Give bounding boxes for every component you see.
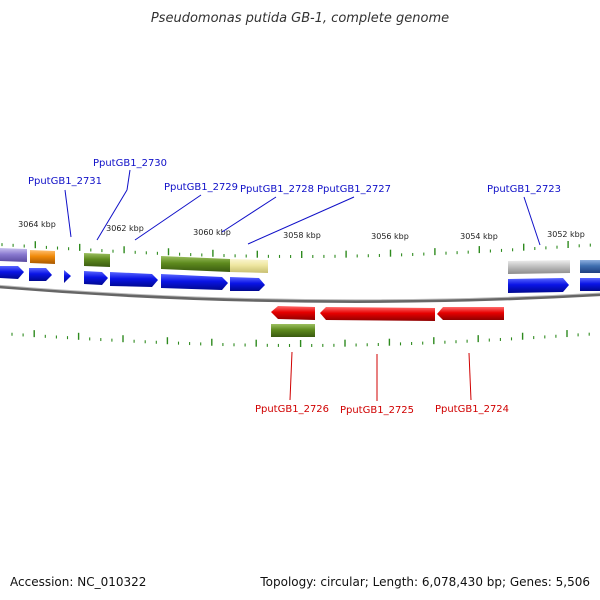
cds-reverse-arrow[interactable] (437, 307, 504, 320)
cds-forward-arrow[interactable] (64, 270, 71, 283)
gene-label-pputgb1-2726[interactable]: PputGB1_2726 (255, 404, 329, 415)
genome-backbone-highlight (0, 284, 600, 301)
cds-forward-arrow[interactable] (110, 272, 158, 287)
reverse-gene-labels: PputGB1_2726 PputGB1_2725 PputGB1_2724 (255, 351, 509, 416)
label-leader-line (134, 194, 202, 241)
cds-reverse-arrow[interactable] (320, 307, 435, 321)
forward-gene-labels: PputGB1_2731 PputGB1_2730 PputGB1_2729 P… (28, 158, 561, 246)
label-leader-line (247, 196, 355, 245)
forward-cds-track (0, 266, 600, 293)
accession-text: Accession: NC_010322 (10, 575, 146, 589)
label-leader-line (221, 196, 277, 233)
gene-feature-purple[interactable] (0, 248, 27, 262)
cds-forward-arrow[interactable] (580, 278, 600, 291)
gene-label-pputgb1-2723[interactable]: PputGB1_2723 (487, 184, 561, 195)
cds-forward-arrow[interactable] (230, 277, 265, 291)
scale-label: 3060 kbp (193, 228, 231, 237)
genome-backbone (0, 285, 600, 303)
scale-label: 3054 kbp (460, 232, 498, 241)
cds-forward-arrow[interactable] (29, 268, 52, 281)
label-leader-line (523, 196, 541, 246)
cds-forward-arrow[interactable] (508, 278, 569, 293)
label-leader-line (468, 352, 472, 401)
forward-feature-track (0, 248, 600, 274)
scale-label: 3052 kbp (547, 230, 585, 239)
label-leader-line (96, 189, 128, 241)
gene-label-pputgb1-2730[interactable]: PputGB1_2730 (93, 158, 167, 169)
gene-label-pputgb1-2731[interactable]: PputGB1_2731 (28, 176, 102, 187)
gene-label-pputgb1-2728[interactable]: PputGB1_2728 (240, 184, 314, 195)
reverse-cds-track (271, 306, 504, 321)
gene-feature-gray[interactable] (508, 260, 570, 274)
gene-feature-olive[interactable] (161, 256, 230, 272)
gene-feature-olive[interactable] (84, 253, 110, 267)
gene-label-pputgb1-2724[interactable]: PputGB1_2724 (435, 404, 509, 415)
scale-label: 3056 kbp (371, 232, 409, 241)
cds-reverse-arrow[interactable] (271, 306, 315, 320)
topology-summary-text: Topology: circular; Length: 6,078,430 bp… (259, 575, 590, 589)
gene-feature-steelblue[interactable] (580, 260, 600, 273)
gene-feature-olive[interactable] (271, 324, 315, 337)
map-title: Pseudomonas putida GB-1, complete genome (151, 11, 449, 26)
gene-label-pputgb1-2725[interactable]: PputGB1_2725 (340, 405, 414, 416)
gene-label-pputgb1-2727[interactable]: PputGB1_2727 (317, 184, 391, 195)
cds-forward-arrow[interactable] (161, 274, 228, 290)
gene-label-pputgb1-2729[interactable]: PputGB1_2729 (164, 182, 238, 193)
scale-label: 3064 kbp (18, 220, 56, 229)
gene-feature-khaki[interactable] (230, 259, 268, 273)
scale-ticks-bottom (11, 330, 590, 347)
cds-forward-arrow[interactable] (0, 266, 24, 279)
scale-ticks-top (1, 240, 591, 258)
scale-label: 3062 kbp (106, 224, 144, 233)
label-leader-line (126, 169, 131, 191)
label-leader-line (289, 351, 293, 401)
label-leader-line (64, 189, 72, 238)
cds-forward-arrow[interactable] (84, 271, 108, 285)
gene-feature-orange[interactable] (30, 250, 55, 264)
scale-label: 3058 kbp (283, 231, 321, 240)
